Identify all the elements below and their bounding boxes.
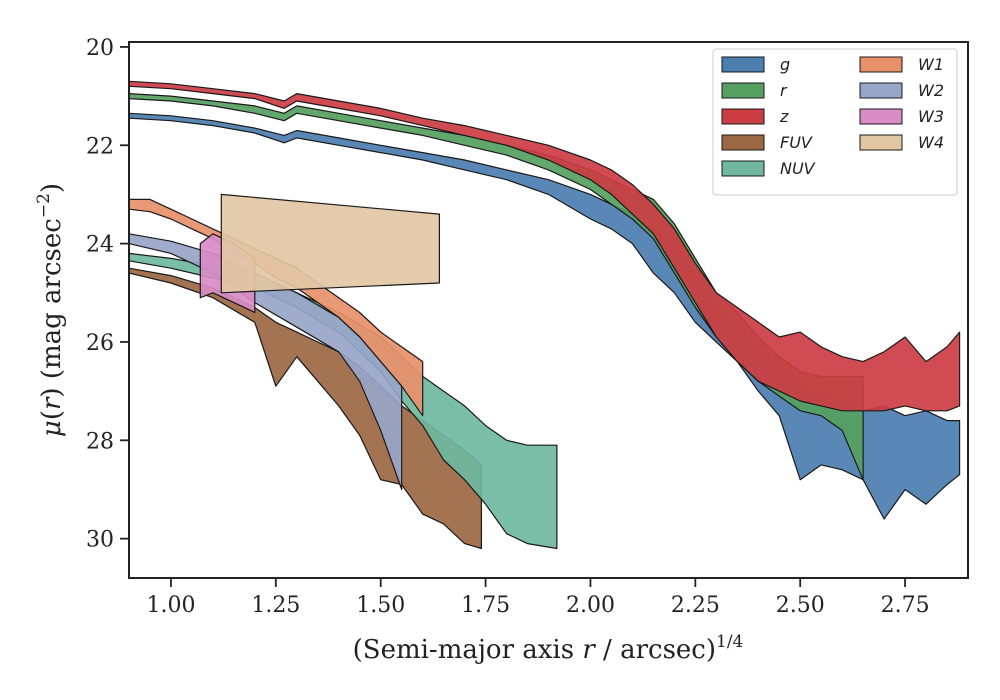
legend-label-w2: W2 — [918, 81, 944, 100]
band-layer — [128, 80, 961, 550]
x-axis-title: (Semi-major axis r / arcsec)1/4 — [353, 632, 744, 665]
y-tick-label: 22 — [86, 134, 114, 159]
legend-swatch-w4 — [859, 134, 903, 151]
x-tick-label: 2.25 — [671, 593, 720, 618]
x-tick-label: 1.50 — [356, 593, 405, 618]
legend-label-r: r — [780, 81, 788, 100]
y-tick-label: 30 — [86, 528, 114, 553]
legend-label-w3: W3 — [918, 107, 944, 126]
y-tick-label: 28 — [86, 429, 114, 454]
x-tick-label: 2.00 — [566, 593, 615, 618]
legend-swatch-r — [721, 82, 765, 99]
legend-label-w4: W4 — [918, 133, 944, 152]
band-fuv — [128, 267, 482, 550]
legend-swatch-w3 — [859, 108, 903, 125]
x-axis: 1.00 1.25 1.50 1.75 2.00 2.25 2.50 2.75 — [146, 578, 930, 618]
x-tick-label: 1.25 — [251, 593, 300, 618]
y-tick-label: 26 — [86, 331, 114, 356]
legend-swatch-z — [721, 108, 765, 125]
band-r — [128, 92, 864, 481]
y-axis-title: μ(r) (mag arcsec−2) — [34, 183, 67, 437]
legend: grz FUV NUV W1 W2 W3 W4 — [712, 48, 958, 196]
legend-swatch-w1 — [859, 56, 903, 73]
legend-label-nuv: NUV — [780, 159, 816, 178]
y-axis: 20 22 24 26 28 30 — [86, 36, 129, 553]
band-z — [128, 80, 961, 412]
legend-swatch-fuv — [721, 134, 765, 151]
x-tick-label: 1.00 — [146, 593, 195, 618]
y-tick-label: 24 — [86, 233, 114, 258]
y-tick-label: 20 — [86, 36, 114, 61]
legend-label-g: g — [780, 55, 790, 74]
legend-label-w1: W1 — [918, 55, 944, 74]
x-tick-label: 2.75 — [881, 593, 930, 618]
legend-label-z: z — [779, 107, 789, 126]
legend-label-fuv: FUV — [780, 133, 813, 152]
plot-frame — [128, 41, 969, 579]
x-tick-label: 1.75 — [461, 593, 510, 618]
legend-swatch-nuv — [721, 160, 765, 177]
band-w4 — [220, 193, 440, 294]
legend-swatch-w2 — [859, 82, 903, 99]
band-g — [128, 112, 961, 520]
legend-swatch-g — [721, 56, 765, 73]
x-tick-label: 2.50 — [776, 593, 825, 618]
